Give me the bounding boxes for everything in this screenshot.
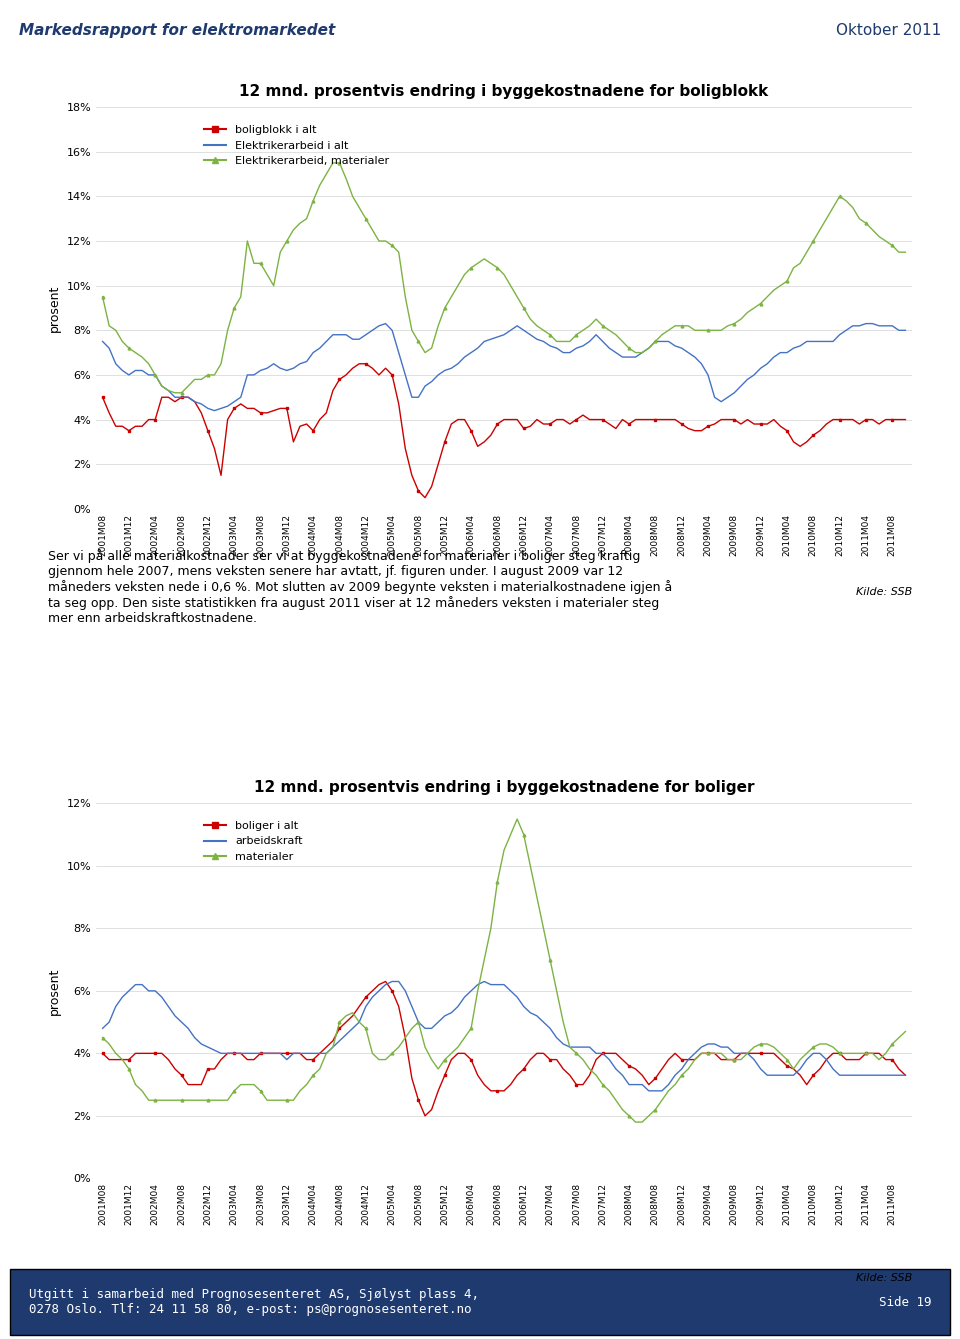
Legend: boligblokk i alt, Elektrikerarbeid i alt, Elektrikerarbeid, materialer: boligblokk i alt, Elektrikerarbeid i alt… xyxy=(200,121,394,170)
Text: Ser vi på alle materialkostnader ser vi at byggekostnadene for materialer i boli: Ser vi på alle materialkostnader ser vi … xyxy=(48,549,672,625)
Text: Side 19: Side 19 xyxy=(878,1296,931,1308)
Text: Markedsrapport for elektromarkedet: Markedsrapport for elektromarkedet xyxy=(19,23,335,37)
Y-axis label: prosent: prosent xyxy=(48,284,60,332)
Title: 12 mnd. prosentvis endring i byggekostnadene for boligblokk: 12 mnd. prosentvis endring i byggekostna… xyxy=(239,84,769,99)
Text: Kilde: SSB: Kilde: SSB xyxy=(855,1273,912,1283)
Text: Utgitt i samarbeid med Prognosesenteret AS, Sjølyst plass 4,
0278 Oslo. Tlf: 24 : Utgitt i samarbeid med Prognosesenteret … xyxy=(29,1288,479,1316)
Title: 12 mnd. prosentvis endring i byggekostnadene for boliger: 12 mnd. prosentvis endring i byggekostna… xyxy=(253,781,755,795)
Y-axis label: prosent: prosent xyxy=(48,967,60,1015)
Text: Oktober 2011: Oktober 2011 xyxy=(835,23,941,37)
Legend: boliger i alt, arbeidskraft, materialer: boliger i alt, arbeidskraft, materialer xyxy=(200,817,307,866)
FancyBboxPatch shape xyxy=(10,1269,950,1335)
Text: Kilde: SSB: Kilde: SSB xyxy=(855,588,912,597)
